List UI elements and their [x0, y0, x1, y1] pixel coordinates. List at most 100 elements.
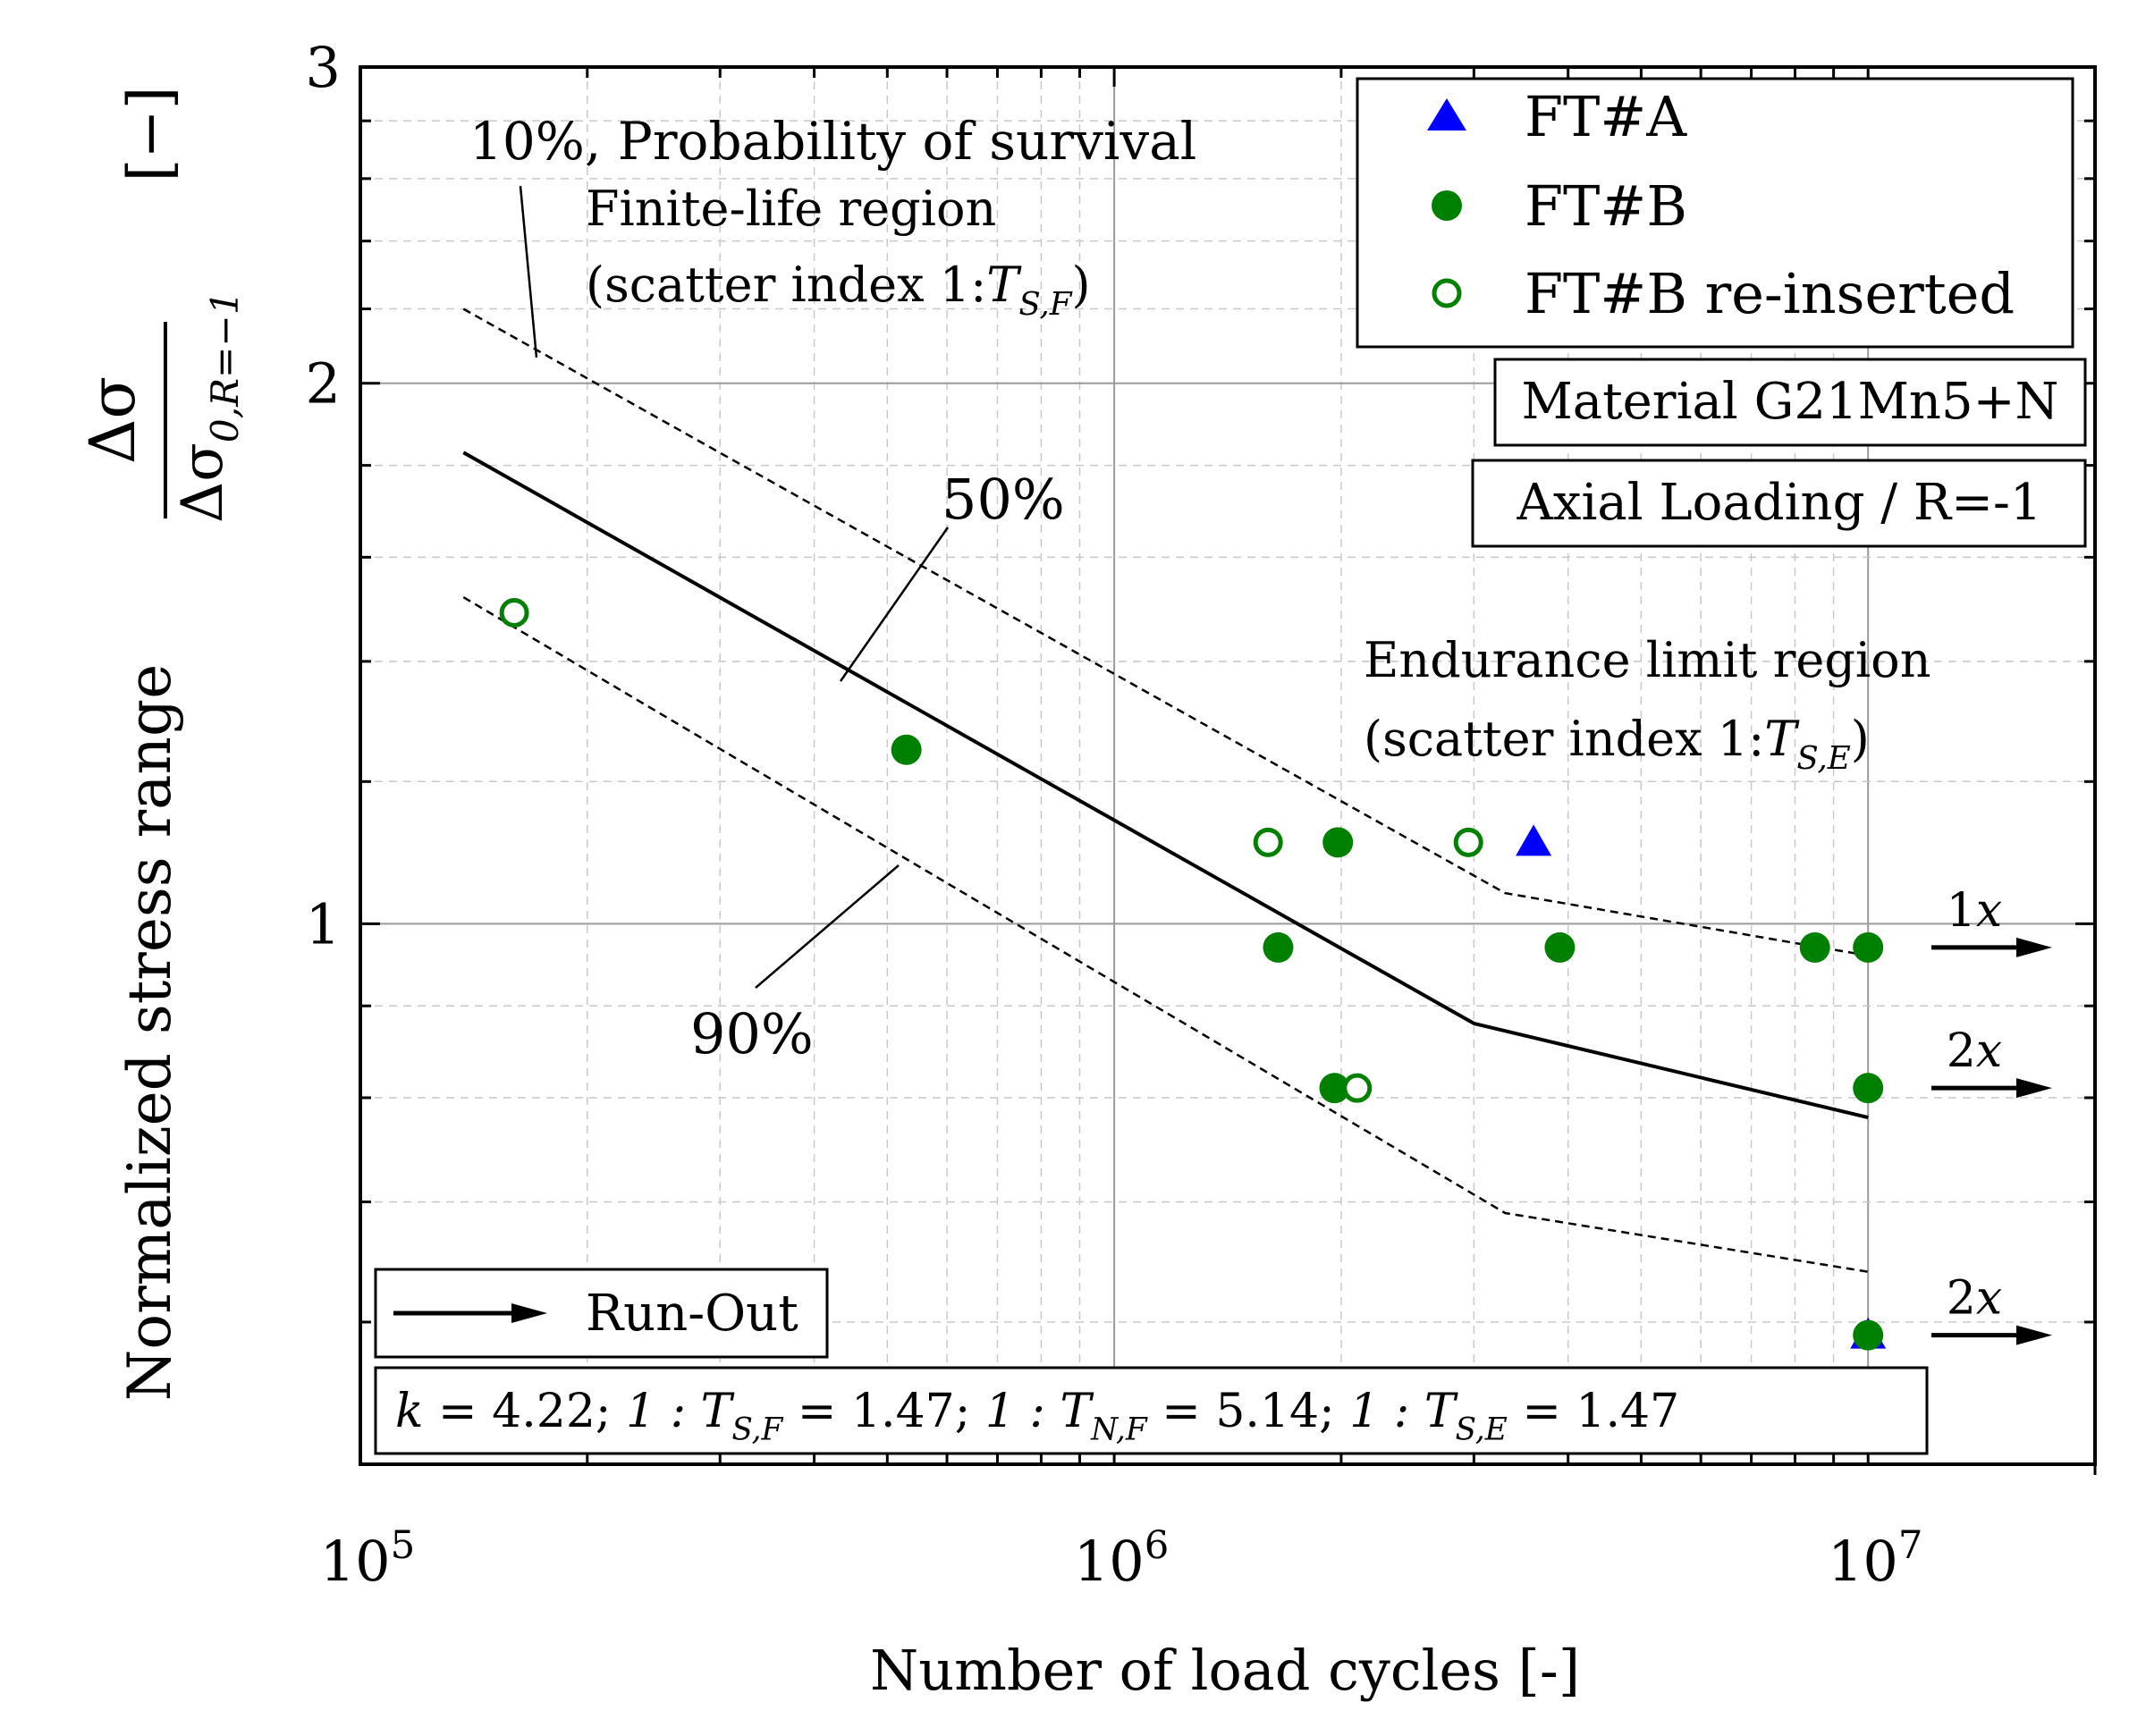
params-label-part-4: = 1.47; [782, 1385, 984, 1438]
params-label: k = 4.22; 1 : TS,F = 1.47; 1 : TN,F = 5.… [395, 1385, 1679, 1448]
endurance-scatter-label: (scatter index 1:TS,E) [1364, 711, 1870, 777]
ft-b-reinserted-point [499, 597, 529, 628]
leader-90pct [755, 864, 900, 989]
legend-entry-label: FT#A [1525, 84, 1687, 149]
leader-50pct [839, 527, 950, 682]
finite-life-scatter-label-part-2: S,F [1018, 286, 1072, 323]
y-axis-label-numerator: Δσ [76, 376, 149, 464]
ft-b-point [1853, 1073, 1884, 1104]
axis-labels: Number of load cycles [-] Normalized stre… [76, 87, 1580, 1703]
params-label-part-6: N,F [1090, 1412, 1148, 1448]
curve-90pct [462, 596, 1869, 1273]
params-box [374, 1366, 1929, 1455]
ft-b-reinserted-point [1253, 827, 1283, 857]
legend-box [1356, 77, 2074, 349]
runout-count-label-part-1: x [1976, 1024, 2002, 1078]
legend-entry-label: FT#B [1525, 173, 1687, 239]
finite-life-scatter-label-part-1: T [986, 257, 1022, 313]
x-tick-label: 106 [1074, 1523, 1170, 1594]
runout-arrow-head [2016, 1078, 2052, 1099]
ft-b-point [1263, 931, 1294, 963]
params-label-part-0: k [395, 1385, 424, 1438]
finite-life-label: Finite-life region [586, 181, 996, 237]
runout-count-label-part-0: 1 [1947, 884, 1976, 938]
legend-open-circle-icon [1432, 278, 1462, 308]
x-tick-label-part-0: 10 [1828, 1529, 1898, 1594]
params-label-part-9: S,E [1456, 1412, 1508, 1448]
endurance-scatter-label-part-3: ) [1851, 711, 1870, 767]
runout-count-label-part-1: x [1976, 884, 2002, 938]
params-label-part-8: 1 : T [1349, 1385, 1458, 1438]
x-axis-label: Number of load cycles [-] [870, 1638, 1580, 1703]
annotations: 10%, Probability of survival Finite-life … [374, 111, 2087, 1455]
y-axis-label-prefix: Normalized stress range [115, 664, 184, 1402]
ft-a-point [1516, 824, 1552, 856]
runout-legend-label: Run-Out [586, 1285, 798, 1343]
runout-count-label-part-0: 2 [1947, 1272, 1976, 1326]
x-tick-label-part-0: 10 [320, 1529, 391, 1594]
y-tick-label: 3 [306, 35, 341, 100]
runout-arrow-head [2016, 1325, 2052, 1345]
x-tick-label-part-1: 5 [391, 1523, 416, 1568]
axes [359, 65, 2097, 1466]
runout-legend-arrow-head [511, 1303, 547, 1323]
endurance-scatter-label-part-0: (scatter index 1: [1364, 711, 1764, 767]
material-box [1493, 358, 2087, 447]
finite-life-scatter-label: (scatter index 1:TS,F) [586, 257, 1091, 323]
params-label-part-3: S,F [731, 1412, 783, 1448]
ft-b-point [1319, 1073, 1350, 1104]
probability-curves [462, 308, 1869, 1273]
runout-count-label: 1x [1947, 884, 2002, 938]
endurance-scatter-label-part-2: S,E [1796, 740, 1850, 777]
x-tick-label: 107 [1828, 1523, 1923, 1594]
x-tick-label-part-1: 7 [1898, 1523, 1923, 1568]
params-label-part-7: = 5.14; [1147, 1385, 1349, 1438]
params-label-part-10: = 1.47 [1508, 1385, 1679, 1438]
curve-50pct [462, 451, 1869, 1120]
runout-count-label: 2x [1947, 1024, 2002, 1078]
material-label: Material G21Mn5+N [1521, 373, 2058, 431]
params-label-part-2: 1 : T [626, 1385, 735, 1438]
legend-entry-label: FT#B re-inserted [1525, 261, 2015, 326]
data-points [499, 597, 1887, 1351]
endurance-scatter-label-part-1: T [1764, 711, 1800, 767]
ft-b-reinserted-point [1453, 827, 1483, 857]
y-tick-label: 2 [306, 351, 341, 417]
legend-triangle-icon [1427, 98, 1466, 131]
x-tick-label-part-1: 6 [1145, 1523, 1170, 1568]
params-label-part-5: 1 : T [985, 1385, 1094, 1438]
y-axis-label-unit: [−] [115, 87, 184, 182]
ft-b-point [891, 734, 922, 765]
finite-life-scatter-label-part-0: (scatter index 1: [586, 257, 986, 313]
legend: FT#A FT#B FT#B re-inserted [1356, 77, 2074, 349]
runout-count-label-part-0: 2 [1947, 1024, 1976, 1078]
ft-b-point [1799, 931, 1830, 963]
endurance-label: Endurance limit region [1364, 632, 1930, 688]
x-tick-label: 105 [320, 1523, 416, 1594]
loading-label: Axial Loading / R=-1 [1516, 474, 2041, 532]
runout-arrow-head [2016, 937, 2052, 957]
loading-box [1471, 459, 2087, 548]
ft-b-point [1853, 931, 1884, 963]
ft-b-reinserted-point [1342, 1073, 1373, 1103]
prob-10-label: 10%, Probability of survival [469, 111, 1196, 172]
runout-count-label: 2x [1947, 1272, 2002, 1326]
finite-life-scatter-label-part-3: ) [1072, 257, 1091, 313]
x-tick-label-part-0: 10 [1074, 1529, 1145, 1594]
runout-count-label-part-1: x [1976, 1272, 2002, 1326]
ft-b-point [1544, 931, 1576, 963]
legend-filled-circle-icon [1432, 190, 1462, 221]
label-90pct: 90% [690, 1001, 814, 1066]
y-axis-label-denominator-part-0: Δσ [170, 442, 236, 523]
y-axis-label-denominator: Δσ0,R=−1 [170, 291, 247, 523]
y-tick-label: 1 [306, 891, 341, 956]
ft-b-point [1853, 1319, 1884, 1351]
plot-frame [359, 65, 2097, 1466]
params-label-part-1: = 4.22; [424, 1385, 626, 1438]
curve-10pct [462, 308, 1869, 957]
label-50pct: 50% [942, 467, 1065, 532]
leader-10pct [519, 185, 538, 358]
